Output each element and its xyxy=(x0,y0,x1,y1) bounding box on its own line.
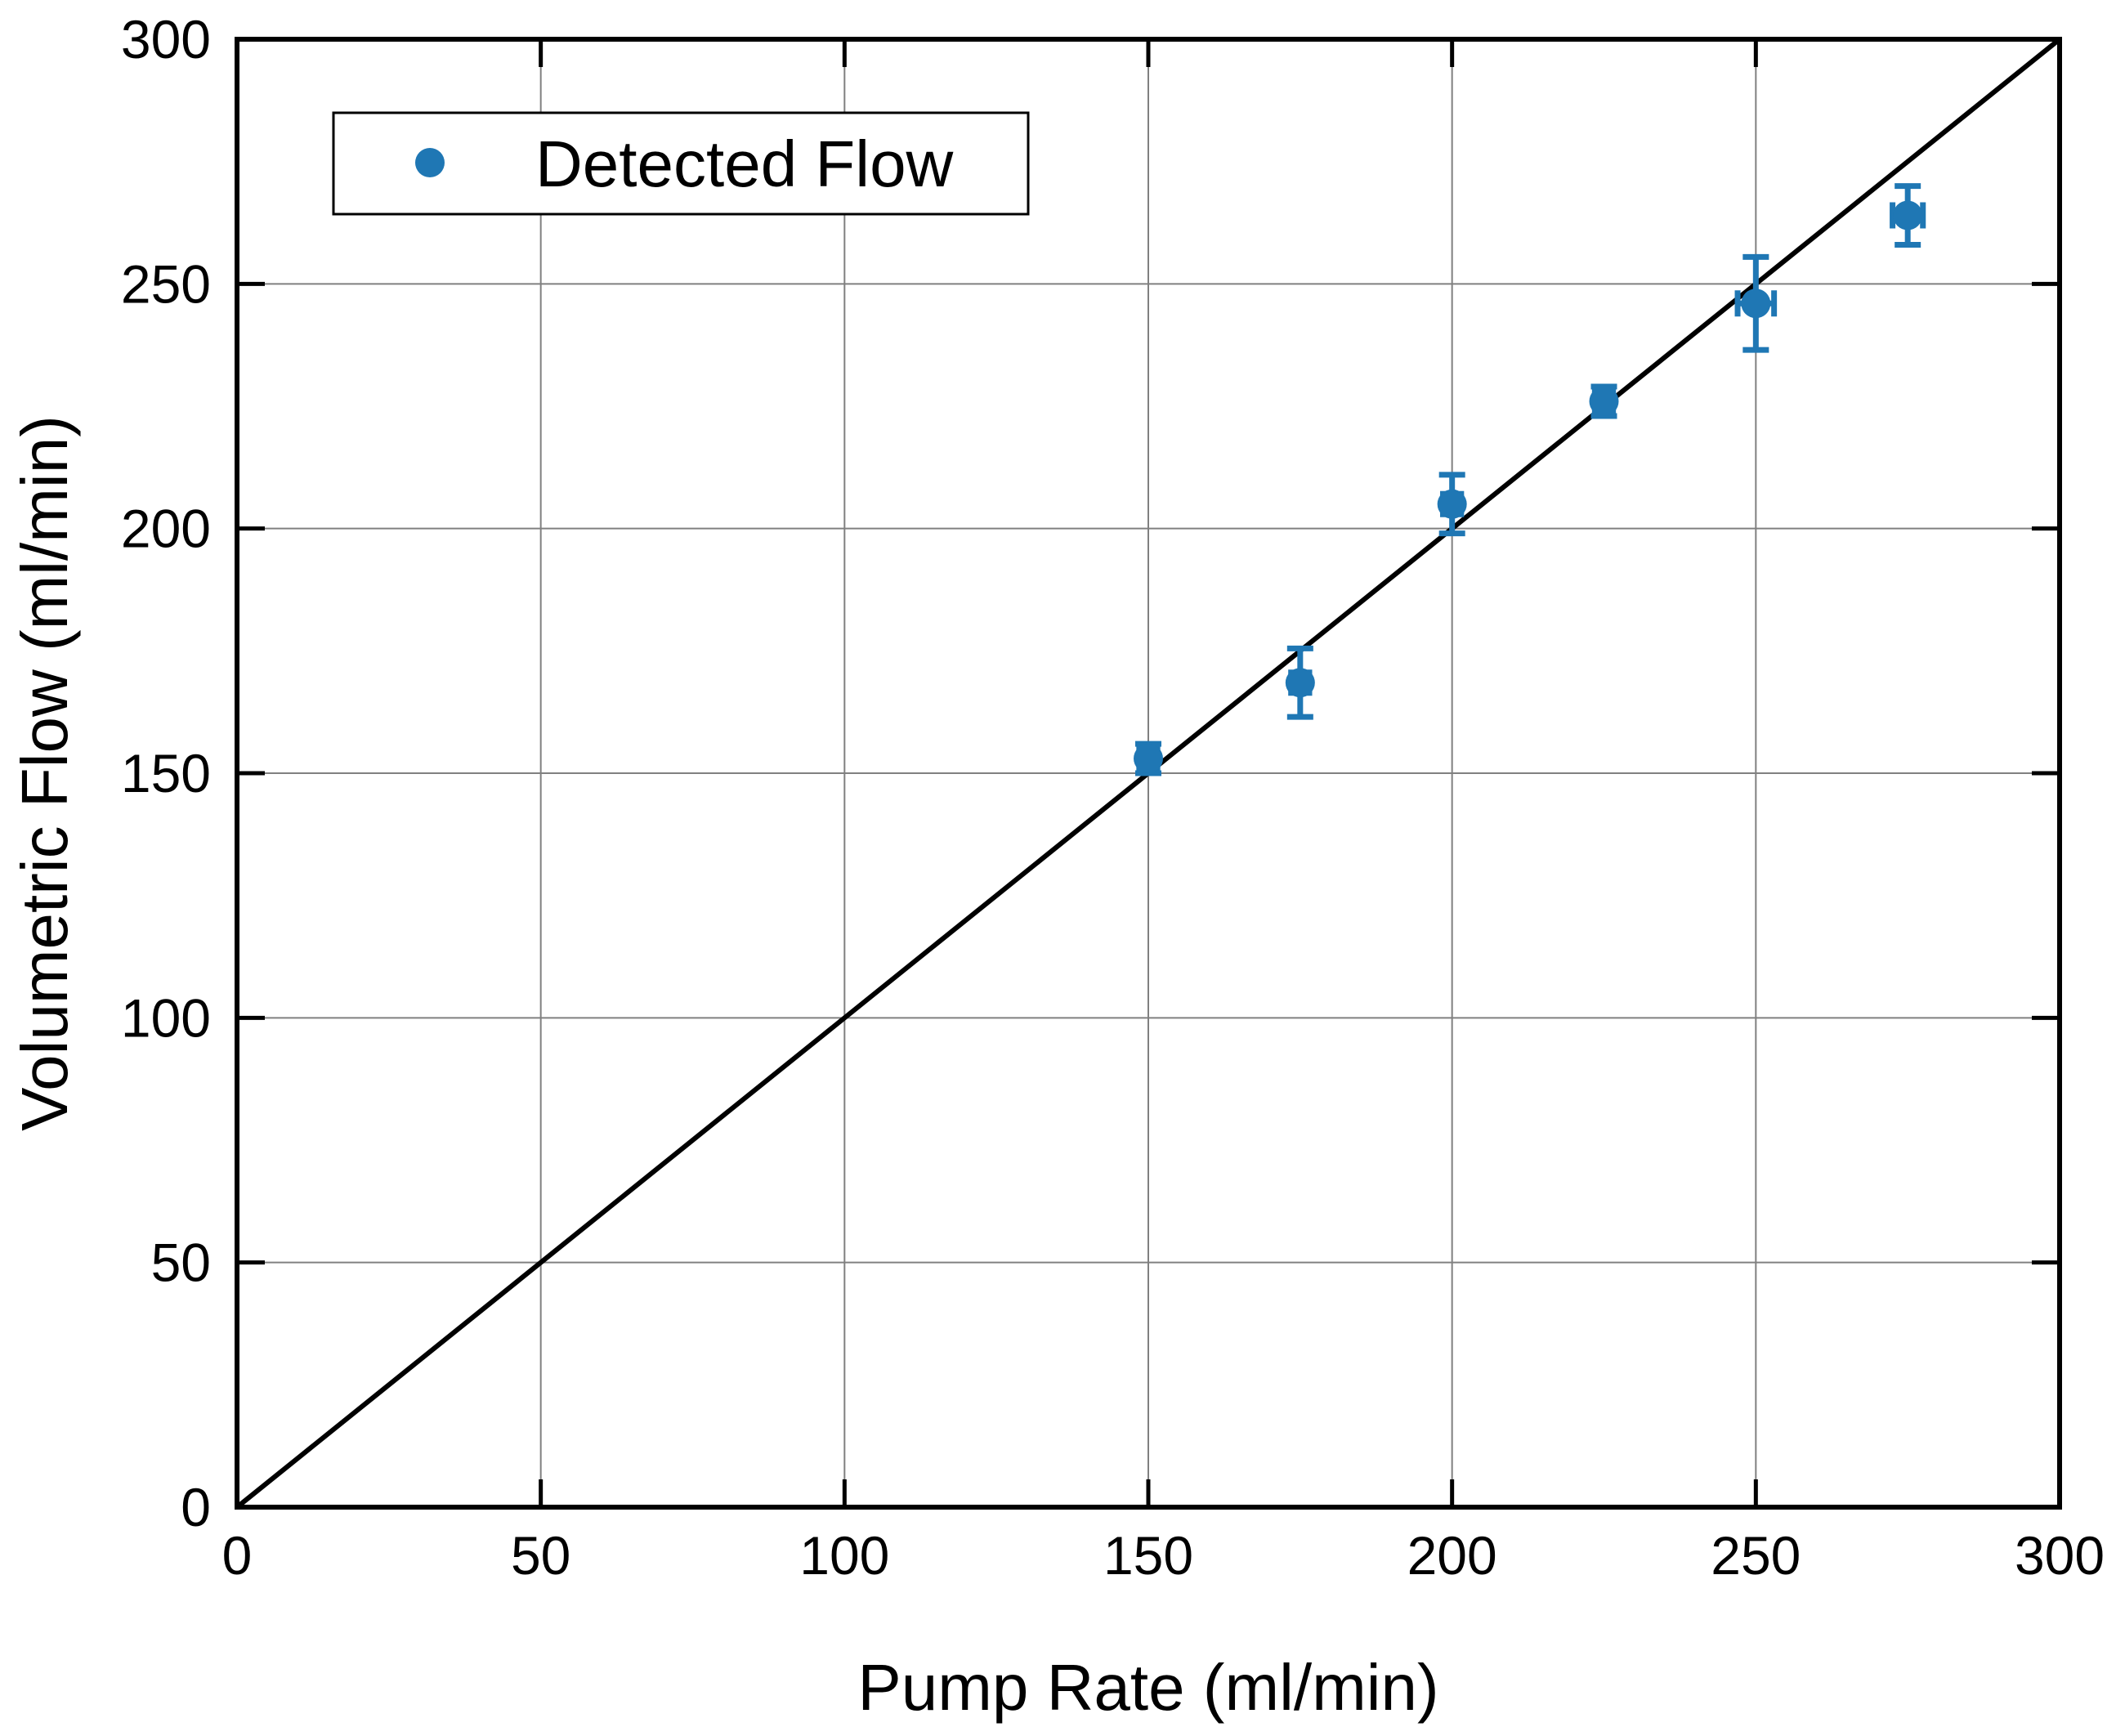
x-tick-label: 150 xyxy=(1103,1525,1193,1586)
x-tick-label: 50 xyxy=(511,1525,570,1586)
y-axis-title: Volumetric Flow (ml/min) xyxy=(8,415,81,1131)
point-marker xyxy=(1893,200,1923,230)
data-point xyxy=(1734,253,1778,353)
point-marker xyxy=(1134,744,1163,774)
y-tick-label: 250 xyxy=(121,253,211,314)
x-tick-label: 200 xyxy=(1407,1525,1497,1586)
legend-box xyxy=(332,111,1030,216)
y-tick-label: 150 xyxy=(121,743,211,803)
y-tick-label: 100 xyxy=(121,987,211,1048)
x-axis-title: Pump Rate (ml/min) xyxy=(857,1651,1438,1724)
data-point xyxy=(1285,645,1315,720)
y-tick-labels: 0 50 100 150 200 250 300 xyxy=(121,9,211,1537)
x-tick-label: 300 xyxy=(2015,1525,2105,1586)
legend: Detected Flow xyxy=(332,111,1030,216)
point-marker xyxy=(1285,668,1315,698)
legend-marker xyxy=(415,148,445,177)
data-point xyxy=(1589,383,1619,419)
y-tick-label: 300 xyxy=(121,9,211,69)
data-point xyxy=(1134,740,1163,776)
x-tick-labels: 0 50 100 150 200 250 300 xyxy=(222,1525,2105,1586)
data-point xyxy=(1890,183,1926,248)
x-tick-label: 250 xyxy=(1711,1525,1801,1586)
legend-entry: Detected Flow xyxy=(535,128,954,200)
point-marker xyxy=(1437,489,1467,519)
point-marker xyxy=(1589,387,1619,417)
y-tick-label: 200 xyxy=(121,499,211,559)
x-tick-label: 0 xyxy=(222,1525,253,1586)
x-tick-label: 100 xyxy=(799,1525,889,1586)
plot-frame xyxy=(235,37,2062,1510)
y-tick-label: 0 xyxy=(181,1477,211,1537)
data-points xyxy=(1134,183,1926,776)
y-tick-label: 50 xyxy=(151,1233,211,1293)
data-point xyxy=(1437,472,1467,537)
point-marker xyxy=(1741,289,1771,319)
